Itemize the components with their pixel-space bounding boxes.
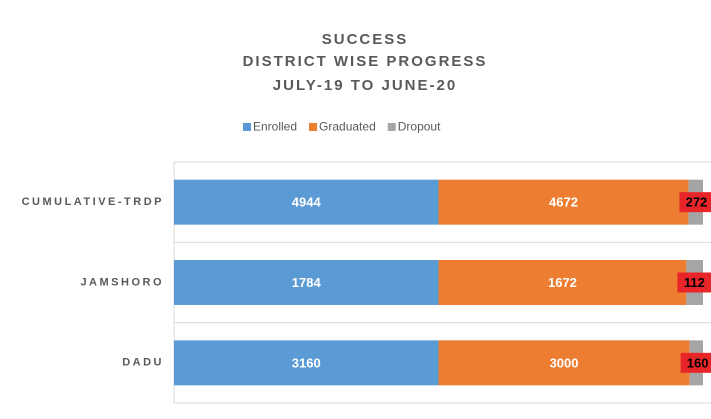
bar-segment xyxy=(438,260,687,305)
chart-title: JULY-19 TO JUNE-20 xyxy=(273,77,457,94)
category-label: JAMSHORO xyxy=(80,276,164,288)
data-label: 4944 xyxy=(292,195,322,210)
bar-segment xyxy=(174,260,439,305)
legend-swatch xyxy=(243,123,251,131)
legend-swatch xyxy=(309,123,318,131)
label-background xyxy=(679,192,711,213)
category-label: CUMULATIVE-TRDP xyxy=(22,196,164,208)
data-label: 112 xyxy=(684,275,705,290)
data-label: 4672 xyxy=(549,195,578,210)
data-label: 160 xyxy=(687,355,709,370)
data-label: 3000 xyxy=(550,355,579,370)
data-label: 272 xyxy=(686,195,708,210)
bar-segment xyxy=(438,179,689,225)
legend-label: Enrolled xyxy=(253,120,297,134)
bar-segment xyxy=(438,340,690,386)
label-background xyxy=(677,272,711,293)
legend-label: Dropout xyxy=(398,120,441,134)
label-background xyxy=(680,352,711,373)
category-label: DADU xyxy=(122,357,164,369)
legend-swatch xyxy=(387,123,396,131)
data-label: 3160 xyxy=(292,355,321,370)
legend-label: Graduated xyxy=(319,120,376,134)
bar-segment xyxy=(174,179,439,225)
bar-segment xyxy=(174,340,439,386)
data-label: 1672 xyxy=(548,275,577,290)
chart-title: DISTRICT WISE PROGRESS xyxy=(243,53,488,70)
chart-title: SUCCESS xyxy=(322,31,409,48)
data-label: 1784 xyxy=(292,275,322,290)
